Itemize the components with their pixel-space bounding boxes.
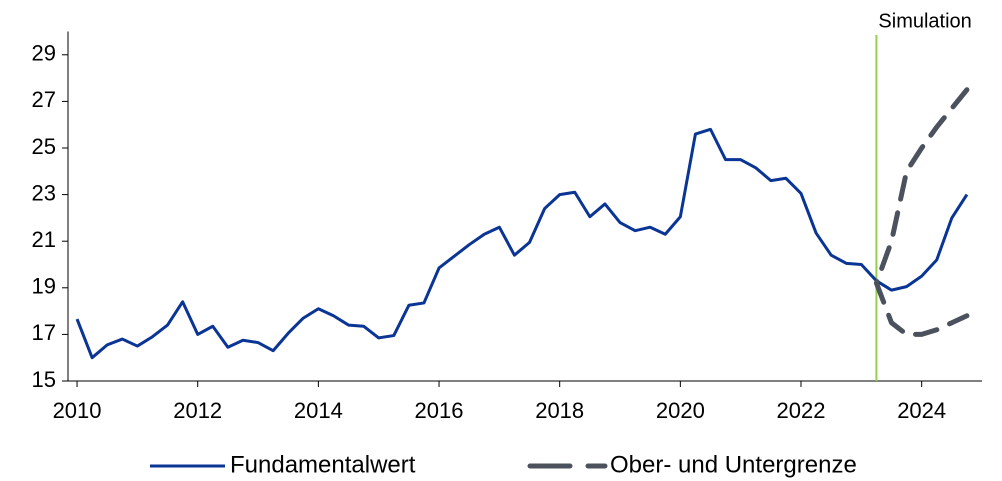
series-line xyxy=(873,87,970,337)
y-tick-label: 25 xyxy=(32,134,56,159)
y-tick-label: 21 xyxy=(32,227,56,252)
legend-label: Ober- und Untergrenze xyxy=(610,451,857,478)
y-tick-label: 23 xyxy=(32,180,56,205)
legend-label: Fundamentalwert xyxy=(230,451,416,478)
x-tick-label: 2012 xyxy=(173,398,222,423)
y-tick-label: 27 xyxy=(32,87,56,112)
x-tick-label: 2018 xyxy=(535,398,584,423)
y-tick-label: 17 xyxy=(32,320,56,345)
x-tick-label: 2010 xyxy=(53,398,102,423)
x-tick-label: 2020 xyxy=(656,398,705,423)
x-tick-label: 2014 xyxy=(294,398,343,423)
x-tick-label: 2024 xyxy=(897,398,946,423)
y-tick-label: 19 xyxy=(32,274,56,299)
x-tick-label: 2016 xyxy=(415,398,464,423)
y-tick-label: 15 xyxy=(32,367,56,392)
series-line xyxy=(75,127,969,360)
simulation-label: Simulation xyxy=(878,10,971,32)
x-tick-label: 2022 xyxy=(777,398,826,423)
y-tick-label: 29 xyxy=(32,41,56,66)
